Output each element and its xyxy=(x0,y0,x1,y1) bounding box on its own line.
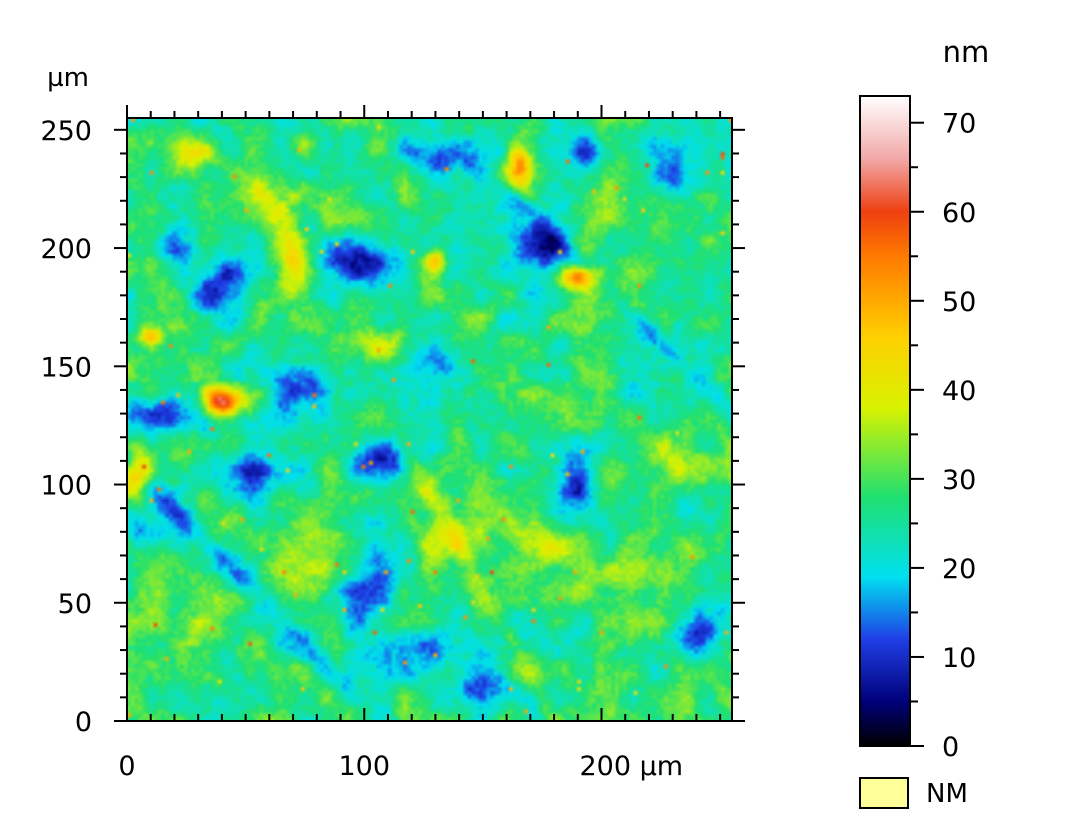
x-tick-label: 0 xyxy=(118,751,135,782)
colorbar-ticks: 0 10 20 30 40 50 60 70 xyxy=(910,109,976,763)
y-tick-label: 150 xyxy=(40,352,92,383)
legend-swatch xyxy=(859,777,909,809)
axis-ticks xyxy=(114,105,745,722)
y-tick-label: 100 xyxy=(40,471,92,502)
colorbar-gradient xyxy=(859,95,911,747)
colorbar-tick-label: 20 xyxy=(942,554,976,585)
colorbar-tick-label: 60 xyxy=(942,198,976,229)
colorbar-tick-label: 40 xyxy=(942,376,976,407)
height-map-image xyxy=(127,118,732,721)
y-axis-unit-label: µm xyxy=(47,63,89,93)
x-tick-label: 100 xyxy=(338,751,390,782)
legend-label: NM xyxy=(926,779,968,809)
colorbar: nm 0 10 20 30 40 50 60 70 xyxy=(859,35,990,763)
y-tick-label: 200 xyxy=(40,234,92,265)
colorbar-unit-label: nm xyxy=(943,35,990,69)
colorbar-tick-label: 30 xyxy=(942,465,976,496)
x-tick-labels: 0 100 200 µm xyxy=(118,751,683,782)
x-tick-label: 200 µm xyxy=(580,751,684,782)
colorbar-tick-label: 70 xyxy=(942,109,976,140)
colorbar-tick-label: 50 xyxy=(942,287,976,318)
colorbar-tick-label: 10 xyxy=(942,643,976,674)
colorbar-tick-label: 0 xyxy=(942,732,959,763)
y-tick-label: 250 xyxy=(40,116,92,147)
plot-frame xyxy=(126,117,733,722)
y-tick-label: 50 xyxy=(58,589,92,620)
legend: NM xyxy=(859,777,968,809)
y-tick-labels: 0 50 100 150 200 250 xyxy=(40,116,92,738)
y-tick-label: 0 xyxy=(75,707,92,738)
height-map-plot xyxy=(114,105,745,722)
